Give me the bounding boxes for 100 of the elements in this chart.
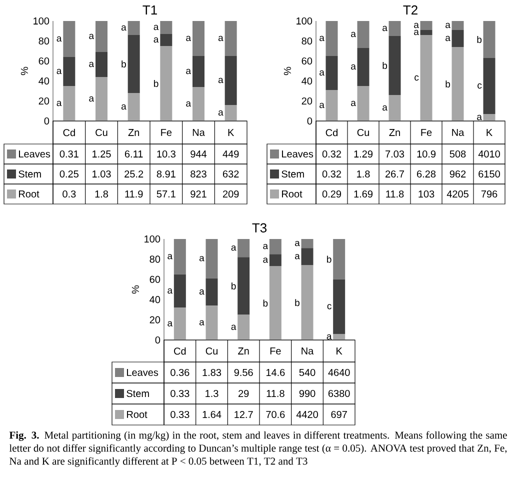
text: 11.8 xyxy=(386,190,404,198)
annotation: a xyxy=(186,101,192,107)
bar xyxy=(128,35,140,93)
annotation: a xyxy=(121,104,126,110)
text: 57.1 xyxy=(156,190,176,198)
annotation: a xyxy=(263,258,268,263)
text: 0.29 xyxy=(322,190,342,198)
bar xyxy=(238,314,250,340)
bar xyxy=(333,334,346,340)
text: 209 xyxy=(222,190,239,198)
y-axis-title: % xyxy=(284,66,291,76)
annotation: c xyxy=(414,75,419,81)
text: 921 xyxy=(190,190,206,198)
text: 0.33 xyxy=(170,390,190,398)
text: 0.3 xyxy=(62,190,76,198)
y-tick-label: 0 xyxy=(44,117,50,125)
legend-label: Stem xyxy=(282,170,304,178)
annotation: a xyxy=(218,110,224,116)
bar xyxy=(63,57,76,86)
x-tick-label: Na xyxy=(192,129,205,136)
annotation: a xyxy=(199,289,204,295)
bar xyxy=(128,93,140,121)
bar xyxy=(160,34,172,46)
annotation: a xyxy=(326,334,332,340)
bar xyxy=(96,20,108,52)
text: 1.25 xyxy=(92,150,111,158)
bar xyxy=(301,265,314,340)
y-tick-label: 100 xyxy=(34,17,50,25)
text: 0.25 xyxy=(60,170,78,178)
text: 1.8 xyxy=(95,190,108,198)
bar xyxy=(128,20,140,35)
y-tick-label: 40 xyxy=(150,296,160,304)
text: 944 xyxy=(190,150,207,158)
annotation: b xyxy=(446,80,450,88)
bar xyxy=(357,86,370,121)
annotation: a xyxy=(168,254,173,260)
text: 6380 xyxy=(328,390,350,398)
y-tick-label: 60 xyxy=(38,57,50,65)
text: 823 xyxy=(190,170,206,178)
y-tick-label: 80 xyxy=(38,37,50,45)
bar xyxy=(388,36,401,95)
text: 10.9 xyxy=(417,150,436,158)
bar xyxy=(420,35,432,121)
annotation: a xyxy=(89,62,94,68)
annotation: a xyxy=(199,256,204,262)
bar xyxy=(357,20,370,48)
text: 0.33 xyxy=(170,410,190,418)
bar xyxy=(174,308,186,340)
text: 4010 xyxy=(478,150,500,158)
text: 6150 xyxy=(478,170,500,178)
bar xyxy=(63,20,76,57)
bar xyxy=(206,278,218,306)
bar xyxy=(174,274,186,308)
bar xyxy=(388,95,401,121)
text: 103 xyxy=(418,190,434,198)
text: 1.64 xyxy=(202,410,222,418)
x-tick-label: Cd xyxy=(326,128,338,136)
x-tick-label: Fe xyxy=(270,348,281,354)
annotation: a xyxy=(382,26,388,32)
bar xyxy=(269,239,282,254)
text: 4640 xyxy=(328,368,350,376)
text: 508 xyxy=(450,150,466,158)
bar xyxy=(224,20,237,56)
text: 990 xyxy=(299,390,316,398)
bar xyxy=(326,20,338,56)
text: 10.3 xyxy=(157,150,176,158)
annotation: a xyxy=(89,34,94,40)
text: 1.8 xyxy=(357,170,370,178)
text: 7.03 xyxy=(386,150,404,158)
annotation: a xyxy=(446,36,450,42)
y-axis-title: % xyxy=(132,285,139,294)
annotation: b xyxy=(295,299,300,306)
bar xyxy=(174,239,186,274)
legend-label: Stem xyxy=(126,390,149,398)
annotation: a xyxy=(168,288,173,294)
annotation: a xyxy=(231,245,236,251)
annotation: a xyxy=(294,240,300,246)
y-axis-title: % xyxy=(20,66,28,76)
x-tick-label: Fe xyxy=(421,129,432,136)
annotation: a xyxy=(186,68,192,74)
chart-title: T1 xyxy=(142,6,157,14)
text: 11.9 xyxy=(125,190,143,198)
annotation: a xyxy=(231,324,236,330)
text: 25.2 xyxy=(124,170,144,178)
bar xyxy=(483,20,496,58)
bar xyxy=(63,86,76,121)
text: 29 xyxy=(238,390,249,398)
bar xyxy=(333,239,346,280)
bar xyxy=(420,20,432,30)
text: 697 xyxy=(331,410,347,418)
y-tick-label: 80 xyxy=(150,256,160,263)
x-tick-label: Cd xyxy=(174,347,186,355)
chart-title: T2 xyxy=(403,5,418,14)
bar xyxy=(452,20,464,30)
bar xyxy=(238,239,250,258)
bar xyxy=(357,48,370,86)
x-tick-label: Na xyxy=(452,129,464,136)
text: 0.32 xyxy=(322,150,341,158)
annotation: a xyxy=(320,36,324,42)
annotation: b xyxy=(154,80,158,87)
